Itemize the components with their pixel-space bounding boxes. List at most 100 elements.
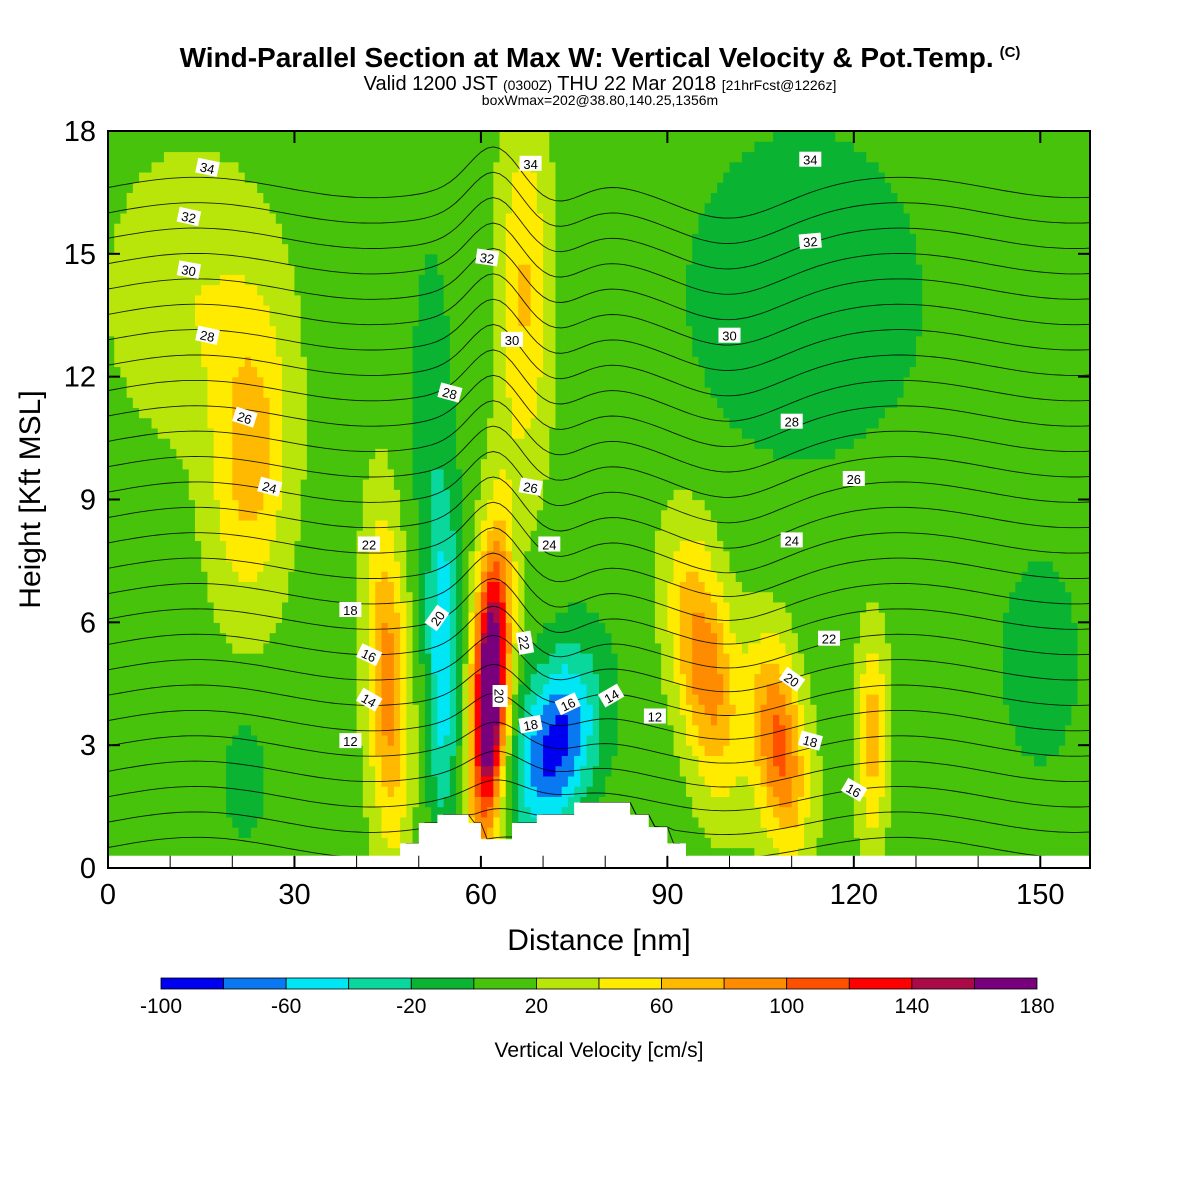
w-cell [369,212,376,224]
w-cell [499,386,507,398]
w-cell [288,131,296,142]
w-cell [213,704,221,716]
w-cell [294,223,302,234]
w-cell [375,274,383,286]
w-cell [319,734,327,746]
w-cell [201,663,209,675]
w-cell [480,724,488,736]
w-cell [331,663,339,675]
w-cell [412,171,420,183]
w-cell [325,335,333,347]
w-cell [176,724,184,736]
w-cell [443,519,451,531]
w-cell [282,397,289,408]
w-cell [313,530,320,542]
w-cell [474,397,482,408]
w-cell [331,417,339,429]
w-cell [462,519,470,531]
w-cell [487,663,494,675]
w-cell [356,141,364,153]
w-cell [337,714,345,726]
w-cell [331,407,339,419]
w-cell [195,519,202,531]
w-cell [145,468,153,480]
w-cell [487,632,494,644]
w-cell [306,366,314,378]
w-cell [443,540,451,552]
w-cell [344,243,351,255]
w-cell [170,622,177,634]
w-cell [244,397,252,408]
w-cell [418,816,426,828]
w-cell [530,530,538,542]
w-cell [207,724,215,736]
w-cell [226,356,233,368]
w-cell [437,479,445,490]
w-cell [139,315,146,327]
w-cell [163,560,171,572]
w-cell [362,519,370,531]
w-cell [170,653,177,664]
w-cell [300,161,308,173]
w-cell [480,274,488,286]
w-cell [300,202,308,214]
w-cell [238,192,246,204]
w-cell [518,223,526,234]
w-cell [356,837,364,849]
w-cell [468,427,476,439]
w-cell [250,345,258,357]
w-cell [493,612,501,623]
w-cell [505,417,513,429]
w-cell [213,345,221,357]
w-cell [331,182,339,194]
w-cell [163,438,171,449]
w-cell [282,581,289,593]
w-cell [114,734,122,746]
w-cell [263,714,271,726]
w-cell [188,356,196,368]
w-cell [406,642,414,654]
w-cell [207,356,215,368]
w-cell [319,448,327,460]
w-cell [114,786,122,797]
w-cell [505,673,513,685]
w-cell [431,345,439,357]
w-cell [511,182,519,194]
w-cell [375,642,383,654]
w-cell [219,171,227,183]
w-cell [480,755,488,767]
w-cell [468,315,476,327]
w-cell [269,642,277,654]
w-cell [313,489,320,501]
w-cell [369,264,376,275]
w-cell [226,601,233,613]
w-cell [275,151,283,163]
w-cell [226,468,233,480]
w-cell [400,397,407,408]
w-cell [468,161,476,173]
w-cell [195,683,202,695]
w-cell [176,468,184,480]
w-cell [406,171,414,183]
w-cell [412,591,420,603]
w-cell [275,192,283,204]
w-cell [456,622,463,634]
w-cell [139,325,146,337]
w-cell [257,765,264,777]
w-cell [201,151,209,163]
w-cell [468,530,476,542]
w-cell [431,131,439,142]
w-cell [163,345,171,357]
w-cell [244,356,252,368]
w-cell [294,171,302,183]
w-cell [518,356,526,368]
w-cell [387,192,395,204]
w-cell [387,305,395,316]
w-cell [356,786,364,797]
w-cell [530,581,538,593]
w-cell [145,202,153,214]
w-cell [294,243,302,255]
w-cell [412,786,420,797]
w-cell [120,468,128,480]
w-cell [188,315,196,327]
